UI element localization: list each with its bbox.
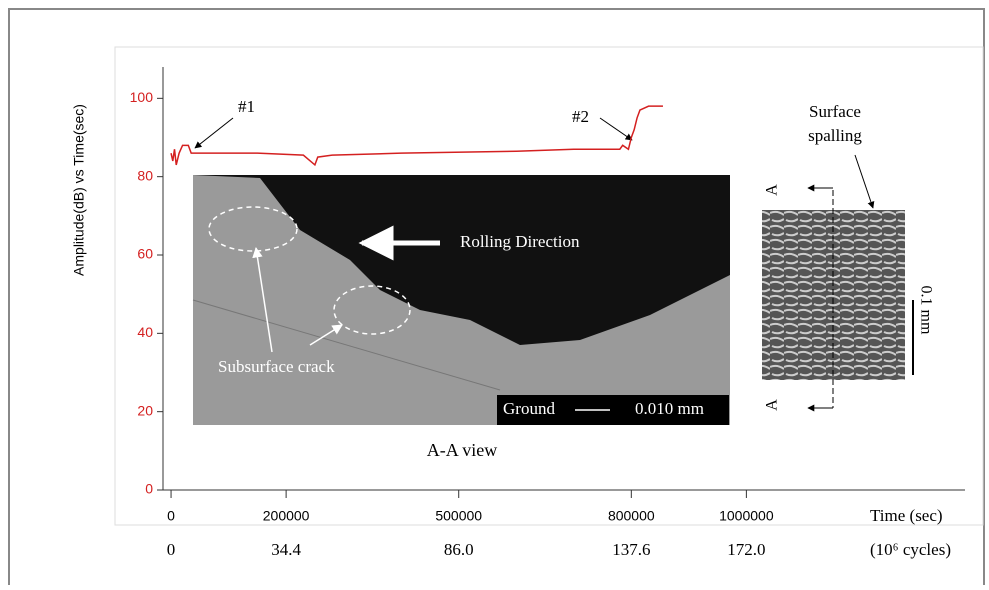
- page: Amplitude(dB) vs Time(sec) Time (sec) (1…: [0, 0, 989, 585]
- y-tick-label: 40: [137, 324, 153, 340]
- y-tick-label: 60: [137, 246, 153, 262]
- chart: Amplitude(dB) vs Time(sec) Time (sec) (1…: [0, 0, 989, 585]
- y-tick-label: 20: [137, 402, 153, 418]
- x2-axis-label: (10⁶ cycles): [870, 540, 951, 559]
- x2-tick-label: 172.0: [727, 540, 765, 559]
- x-axis-label: Time (sec): [870, 506, 943, 525]
- x-tick-label: 1000000: [719, 508, 774, 524]
- y-tick-label: 100: [130, 89, 154, 105]
- annotation: #1: [238, 97, 255, 116]
- annotation: Ground: [503, 399, 555, 418]
- x2-tick-label: 137.6: [612, 540, 650, 559]
- y-axis-label: Amplitude(dB) vs Time(sec): [71, 104, 87, 276]
- annotation: Surface spalling: [790, 100, 880, 148]
- arrow: [600, 118, 632, 140]
- annotation: Subsurface crack: [218, 357, 335, 376]
- annotation: A: [764, 399, 781, 411]
- annotation: 0.1 mm: [917, 286, 934, 335]
- inset-section: [193, 175, 730, 425]
- annotation: #2: [572, 107, 589, 126]
- x2-tick-label: 34.4: [271, 540, 301, 559]
- x2-tick-label: 0: [167, 540, 176, 559]
- x2-tick-label: 86.0: [444, 540, 474, 559]
- x-tick-label: 500000: [435, 508, 482, 524]
- x-tick-label: 0: [167, 508, 175, 524]
- x-tick-label: 200000: [263, 508, 310, 524]
- annotation: A-A view: [427, 440, 498, 460]
- x-tick-label: 800000: [608, 508, 655, 524]
- annotation: 0.010 mm: [635, 399, 704, 418]
- arrow: [195, 118, 233, 148]
- spalling-image: [762, 155, 913, 408]
- y-tick-label: 80: [137, 167, 153, 183]
- y-tick-label: 0: [145, 481, 153, 497]
- annotation: A: [764, 184, 781, 196]
- annotation: Rolling Direction: [460, 232, 580, 251]
